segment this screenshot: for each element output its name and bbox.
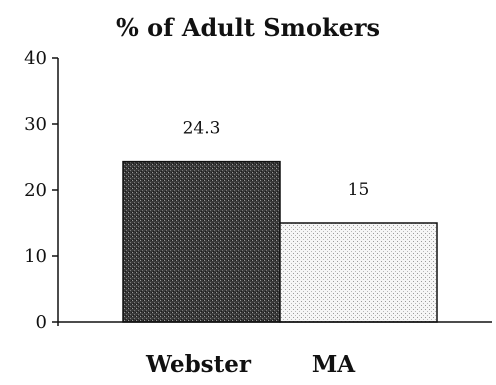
data-label: 15 (348, 180, 370, 200)
y-tick-label: 10 (24, 246, 47, 267)
y-tick-label: 0 (36, 312, 47, 333)
y-tick-label: 40 (24, 48, 47, 69)
bar-webster (122, 160, 281, 323)
y-axis-ticks: 0 10 20 30 40 (24, 48, 58, 333)
y-tick-label: 20 (24, 180, 47, 201)
y-tick-label: 30 (24, 114, 47, 135)
category-labels: Webster MA (145, 351, 356, 378)
bars (122, 160, 438, 323)
category-label: MA (312, 351, 356, 378)
chart-title: % of Adult Smokers (116, 13, 380, 42)
bar-ma (279, 222, 438, 323)
data-label: 24.3 (183, 119, 221, 139)
category-label: Webster (145, 351, 252, 378)
data-labels: 24.3 15 (183, 119, 370, 200)
